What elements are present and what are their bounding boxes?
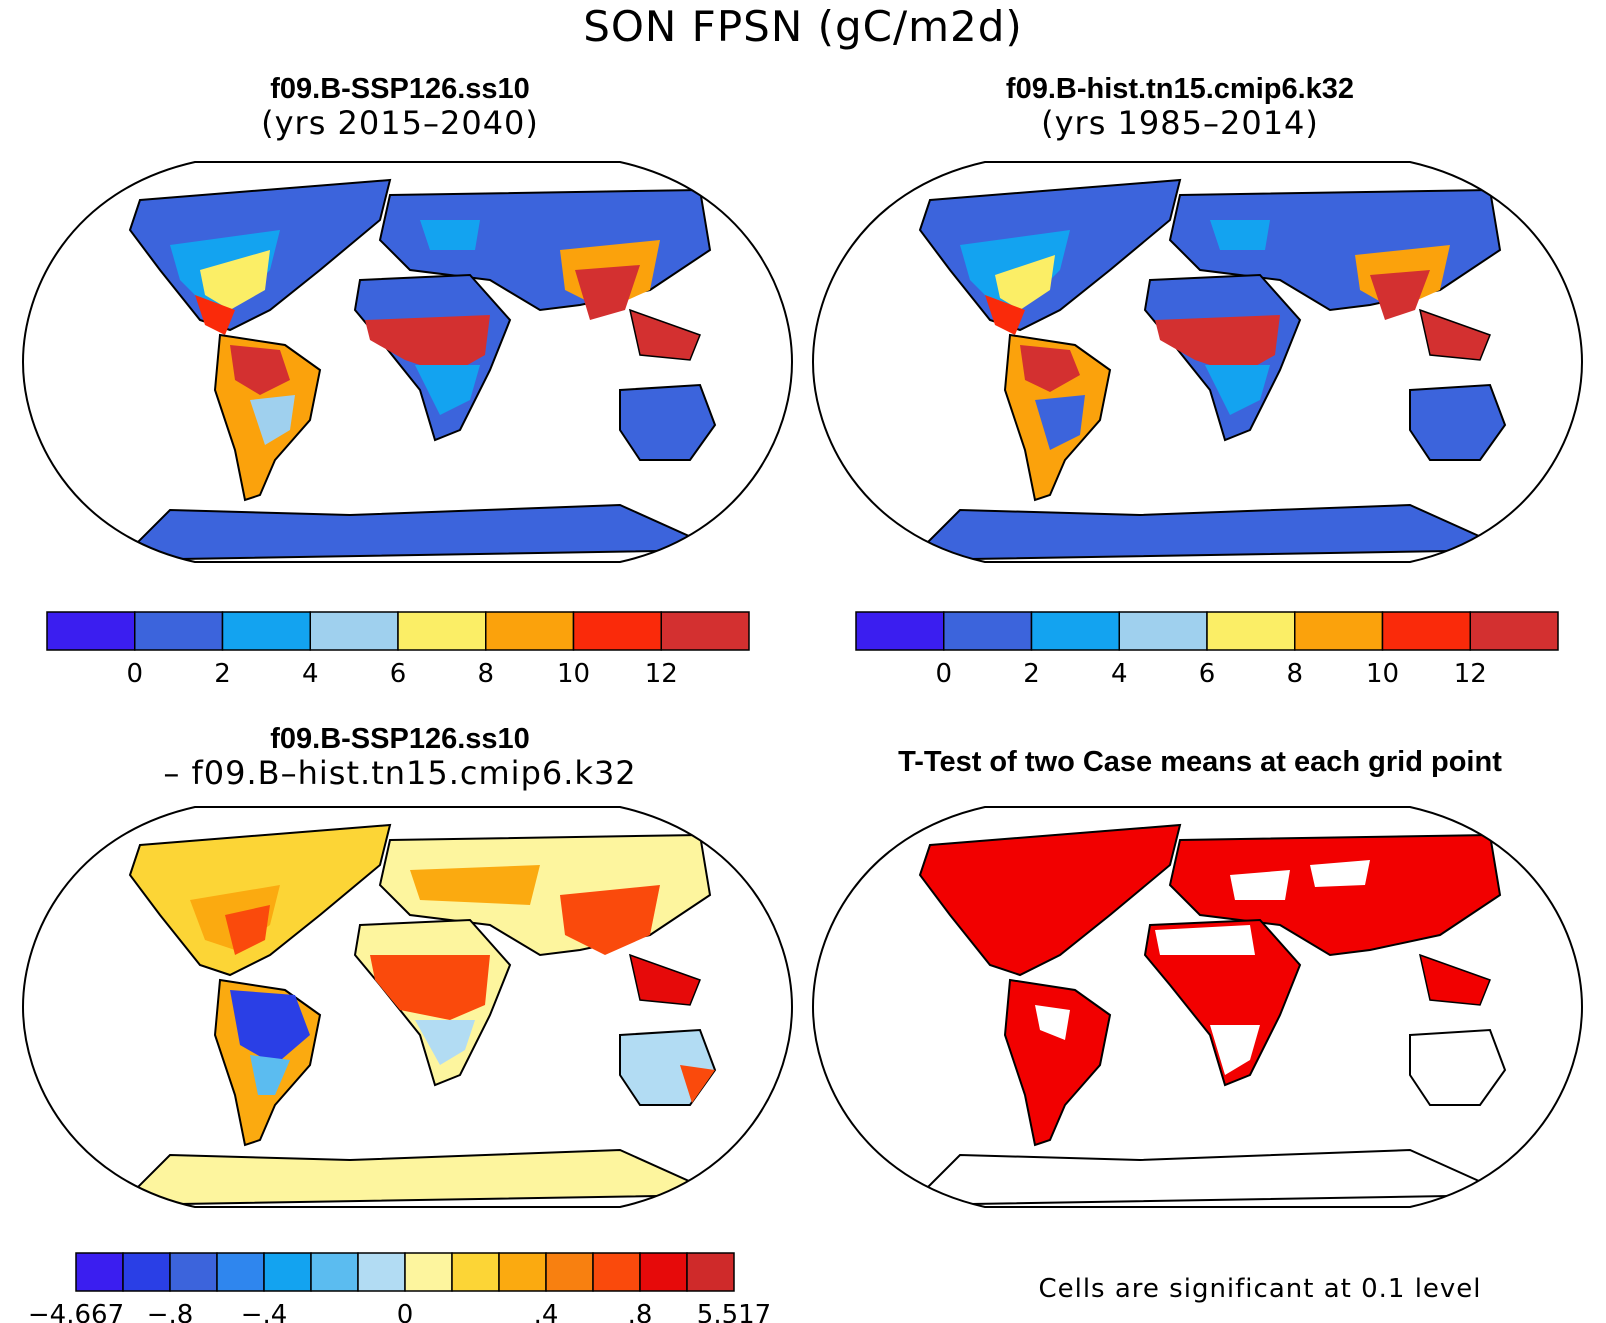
colorbar-swatch [216,1252,265,1292]
map-frame-ssp126 [21,161,794,563]
colorbar-tick-label: 10 [557,659,590,689]
colorbar-swatch [686,1252,735,1292]
colorbar-tick-label: 4 [302,659,319,689]
colorbar-swatch [263,1252,312,1292]
colorbar-swatch [1030,611,1120,651]
panel-title-ssp126-name: f09.B-SSP126.ss10 [270,73,530,105]
colorbar-tick-label: 12 [645,659,678,689]
colorbar-swatch [122,1252,171,1292]
colorbar-swatch [404,1252,453,1292]
colorbar-tick-label: −.8 [147,1300,194,1323]
colorbar-tick-label: 10 [1366,659,1399,689]
panel-title-hist-years: (yrs 1985–2014) [1041,104,1319,142]
colorbar-swatch [639,1252,688,1292]
colorbar-swatch [1381,611,1471,651]
panel-title-ssp126-years: (yrs 2015–2040) [261,104,539,142]
colorbar-swatch [660,611,750,651]
colorbar-swatch [1469,611,1559,651]
panel-title-ssp126: f09.B-SSP126.ss10 (yrs 2015–2040) [100,72,700,140]
panel-title-diff-name: f09.B-SSP126.ss10 [270,723,530,755]
colorbar-swatch [1118,611,1208,651]
map-land-ssp126 [117,178,721,562]
colorbar-swatch [46,611,136,651]
map-land-diff [117,823,721,1207]
colorbar-tick-label: −4.667 [28,1300,124,1323]
colorbar-swatch [485,611,575,651]
colorbar-diff: −4.667 −.8 −.4 0 .4 .8 5.517 [28,1252,771,1323]
panel-title-hist: f09.B-hist.tn15.cmip6.k32 (yrs 1985–2014… [880,72,1480,140]
colorbar-tick-label: 5.517 [697,1300,771,1323]
panel-title-ttest: T-Test of two Case means at each grid po… [820,745,1580,779]
map-panel-ttest [811,806,1584,1208]
colorbar-tick-label: 0 [397,1300,414,1323]
panel-title-diff-minus: – f09.B–hist.tn15.cmip6.k32 [163,754,637,792]
colorbar-swatch [397,611,487,651]
colorbar-tick-label: 2 [1023,659,1040,689]
colorbar-tick-label: 0 [935,659,952,689]
colorbar-swatch [545,1252,594,1292]
significance-note: Cells are significant at 0.1 level [1038,1274,1482,1304]
colorbar-tick-label: 4 [1111,659,1128,689]
colorbar-hist: 0 2 4 6 8 10 12 [855,611,1559,689]
map-panel-hist [811,161,1584,563]
map-frame-hist [811,161,1584,563]
colorbar-tick-label: 2 [214,659,231,689]
panel-title-hist-name: f09.B-hist.tn15.cmip6.k32 [1005,73,1355,105]
colorbar-tick-label: 0 [126,659,143,689]
main-title: SON FPSN (gC/m2d) [583,2,1023,51]
colorbar-swatch [1294,611,1384,651]
colorbar-swatch [357,1252,406,1292]
colorbar-swatch [943,611,1033,651]
colorbar-tick-label: .8 [628,1300,653,1323]
map-frame-ttest [811,806,1584,1208]
colorbar-swatch [855,611,945,651]
colorbar-ssp126: 0 2 4 6 8 10 12 [46,611,750,689]
colorbar-tick-label: 6 [390,659,407,689]
panel-title-diff: f09.B-SSP126.ss10 – f09.B–hist.tn15.cmip… [60,722,740,790]
map-land-ttest [907,823,1511,1207]
colorbar-swatch [309,611,399,651]
colorbar-tick-label: 8 [477,659,494,689]
colorbar-swatch [75,1252,124,1292]
colorbar-swatch [572,611,662,651]
colorbar-swatch [134,611,224,651]
colorbar-tick-label: 12 [1454,659,1487,689]
colorbar-swatch [1206,611,1296,651]
colorbar-tick-label: .4 [534,1300,559,1323]
colorbar-swatch [592,1252,641,1292]
colorbar-swatch [221,611,311,651]
panel-title-ttest-name: T-Test of two Case means at each grid po… [898,746,1502,778]
colorbar-swatch [451,1252,500,1292]
colorbar-tick-label: 6 [1199,659,1216,689]
colorbar-swatch [169,1252,218,1292]
map-panel-ssp126 [21,161,794,563]
colorbar-swatch [498,1252,547,1292]
map-land-hist [907,178,1511,562]
colorbar-tick-label: −.4 [241,1300,288,1323]
colorbar-tick-label: 8 [1286,659,1303,689]
colorbar-swatch [310,1252,359,1292]
map-panel-diff [21,806,794,1208]
map-frame-diff [21,806,794,1208]
